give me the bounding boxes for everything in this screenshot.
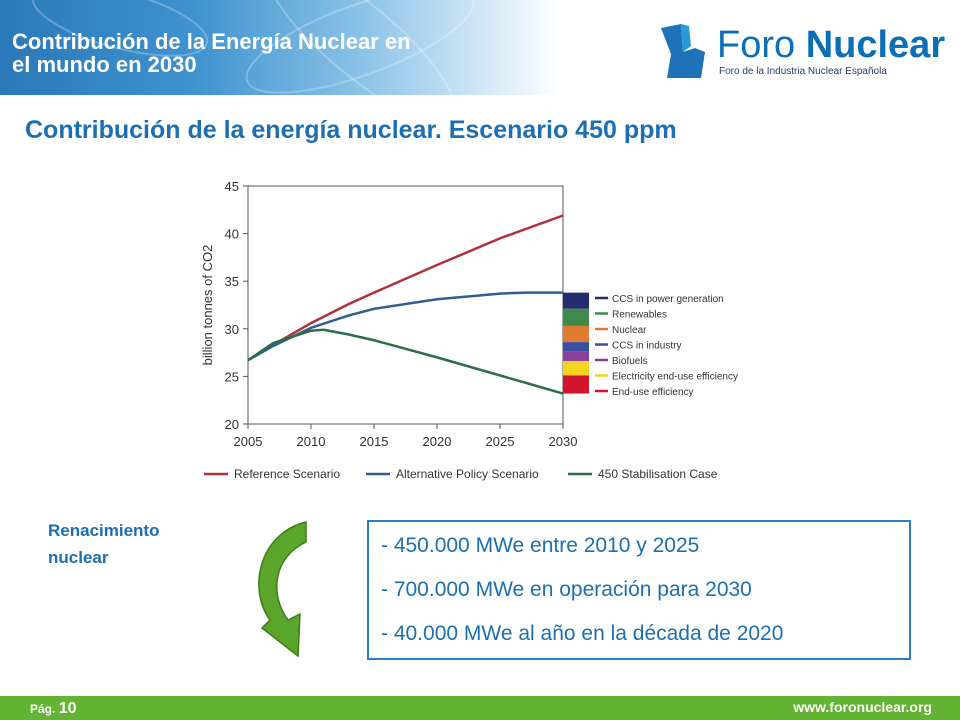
series-line: [247, 214, 564, 362]
banner-title-line2: el mundo en 2030: [12, 52, 197, 77]
logo-word-nuclear: Nuclear: [805, 24, 946, 66]
y-tick-label: 20: [225, 417, 239, 432]
wedge-legend-label: CCS in industry: [612, 341, 681, 352]
renacimiento-line2: nuclear: [48, 548, 109, 567]
wedge-legend-label: Electricity end-use efficiency: [612, 372, 738, 383]
logo-word-foro: Foro: [717, 24, 806, 66]
foro-nuclear-logo: Foro Nuclear Foro de la Industria Nuclea…: [655, 22, 945, 82]
logo-wordmark: Foro Nuclear: [717, 24, 945, 66]
bullet-box: - 450.000 MWe entre 2010 y 2025 - 700.00…: [367, 520, 911, 660]
x-tick-label: 2005: [234, 434, 263, 449]
y-tick-label: 40: [225, 227, 239, 242]
series-legend-label: Alternative Policy Scenario: [396, 467, 539, 481]
y-axis-label: billion tonnes of CO2: [200, 245, 215, 366]
wedge-bar: [563, 375, 589, 394]
y-tick-label: 30: [225, 322, 239, 337]
banner-title: Contribución de la Energía Nuclear en el…: [12, 30, 532, 76]
bullet-item: - 40.000 MWe al año en la década de 2020: [381, 622, 784, 645]
page-number-value: 10: [58, 700, 77, 717]
series-legend-label: Reference Scenario: [234, 467, 340, 481]
title-banner: Contribución de la Energía Nuclear en el…: [0, 0, 560, 95]
y-tick-label: 45: [225, 179, 239, 194]
wedge-legend-label: Renewables: [612, 310, 667, 321]
wedge-legend-label: CCS in power generation: [612, 294, 724, 305]
footer-url: www.foronuclear.org: [793, 699, 932, 715]
wedge-legend-label: Biofuels: [612, 356, 648, 367]
wedge-bar: [563, 292, 589, 309]
x-tick-label: 2015: [360, 434, 389, 449]
renacimiento-line1: Renacimiento: [48, 521, 160, 540]
series-line: [247, 328, 564, 395]
logo-tagline: Foro de la Industria Nuclear Española: [719, 66, 887, 77]
atom-graphic: [31, 0, 475, 95]
bullet-item: - 700.000 MWe en operación para 2030: [381, 578, 752, 601]
wedge-bar: [563, 361, 589, 376]
series-legend-label: 450 Stabilisation Case: [598, 467, 718, 481]
banner-title-line1: Contribución de la Energía Nuclear en: [12, 29, 411, 54]
y-tick-label: 25: [225, 369, 239, 384]
logo-mark-icon: [661, 24, 705, 78]
x-tick-label: 2010: [297, 434, 326, 449]
header: Contribución de la Energía Nuclear en el…: [0, 0, 960, 95]
co2-chart: 20 25 30 35 40 45 2005 2010 2015 2020 2025 2030 bill…: [198, 172, 743, 490]
footer-bar: Pág. 10 www.foronuclear.org: [0, 696, 960, 720]
wedge-bar: [563, 325, 589, 343]
curved-arrow-icon: [258, 521, 307, 658]
x-tick-label: 2020: [423, 434, 452, 449]
wedge-bar: [563, 342, 589, 352]
y-tick-label: 35: [225, 274, 239, 289]
wedge-legend-label: Nuclear: [612, 325, 647, 336]
bullet-item: - 450.000 MWe entre 2010 y 2025: [381, 534, 700, 557]
page-prefix: Pág.: [30, 702, 59, 716]
renacimiento-label: Renacimiento nuclear: [48, 517, 159, 571]
page-number: Pág. 10: [30, 700, 76, 718]
wedge-bar: [563, 351, 589, 362]
wedge-legend-label: End-use efficiency: [612, 387, 694, 398]
x-tick-label: 2025: [486, 434, 515, 449]
slide-title: Contribución de la energía nuclear. Esce…: [25, 116, 677, 144]
wedge-bar: [563, 308, 589, 326]
x-tick-label: 2030: [549, 434, 578, 449]
